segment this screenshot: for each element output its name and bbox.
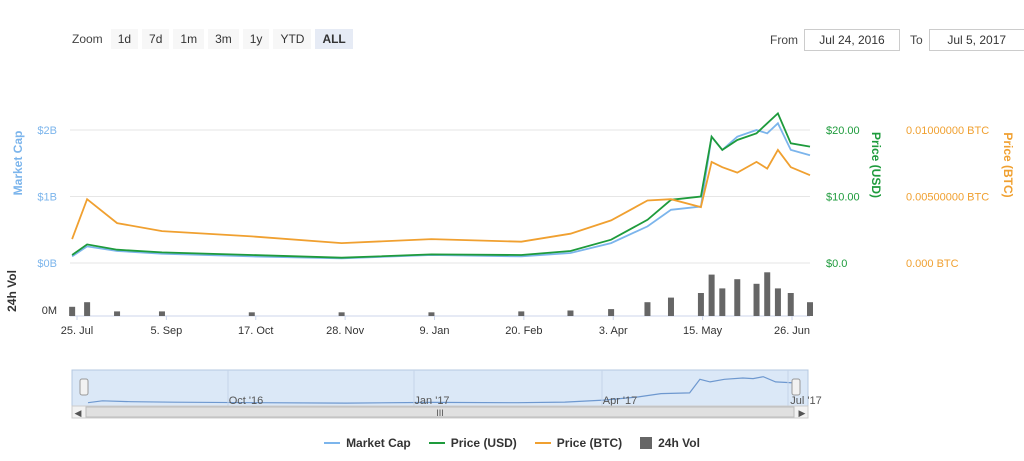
scroll-left-arrow-icon: ◀ — [75, 408, 82, 418]
to-date-input[interactable]: Jul 5, 2017 — [928, 29, 1024, 51]
navigator-label: Jan '17 — [414, 395, 449, 407]
legend-label: Market Cap — [346, 436, 411, 450]
legend-label: 24h Vol — [658, 436, 700, 450]
volume-tick-label: 0M — [42, 305, 57, 317]
price-usd-line — [71, 111, 811, 259]
x-tick-label: 17. Oct — [238, 325, 273, 337]
market-cap-tick-label: $2B — [37, 125, 57, 137]
volume-bar — [644, 302, 651, 316]
date-range: From Jul 24, 2016 To Jul 5, 2017 — [770, 29, 1024, 51]
price-btc-swatch — [534, 442, 551, 444]
x-tick-label: 15. May — [683, 325, 723, 337]
volume-bar — [428, 312, 435, 316]
legend-label: Price (BTC) — [556, 436, 623, 450]
from-date-input[interactable]: Jul 24, 2016 — [804, 29, 900, 51]
series-lines — [71, 111, 811, 260]
legend-label: Price (USD) — [450, 436, 517, 450]
volume-bar — [753, 283, 760, 316]
zoom-3m-button[interactable]: 3m — [208, 29, 239, 49]
navigator-label: Apr '17 — [603, 395, 638, 407]
navigator-handle — [791, 378, 801, 396]
zoom-1d-button[interactable]: 1d — [110, 29, 139, 49]
navigator-series-line — [87, 376, 795, 404]
market-cap-line — [71, 121, 811, 260]
from-label: From — [770, 33, 798, 47]
volume-axis-title: 24h Vol — [5, 270, 19, 312]
x-tick-label: 20. Feb — [505, 325, 542, 337]
x-tick-label: 26. Jun — [774, 325, 810, 337]
legend-item-price-btc[interactable]: Price (BTC) — [534, 436, 623, 450]
navigator[interactable]: Oct '16 Jan '17 Apr '17 Jul '17 III ◀ ▶ — [71, 369, 822, 419]
zoom-label: Zoom — [72, 32, 103, 46]
volume-bar — [719, 288, 726, 316]
zoom-1m-button[interactable]: 1m — [173, 29, 205, 49]
volume-bar — [697, 293, 704, 316]
volume-bar — [667, 297, 674, 316]
volume-swatch — [640, 437, 653, 449]
volume-bar — [764, 272, 771, 316]
x-tick-label: 9. Jan — [420, 325, 450, 337]
x-tick-label: 28. Nov — [326, 325, 364, 337]
volume-bar — [774, 288, 781, 316]
zoom-7d-button[interactable]: 7d — [142, 29, 170, 49]
price-usd-swatch — [428, 442, 445, 444]
price-usd-tick-label: $0.0 — [826, 258, 847, 270]
scroll-right-arrow-icon: ▶ — [799, 408, 806, 418]
market-cap-swatch — [324, 442, 341, 444]
price-btc-tick-label: 0.01000000 BTC — [906, 125, 989, 137]
volume-bars — [69, 272, 813, 316]
legend-item-price-usd[interactable]: Price (USD) — [428, 436, 517, 450]
navigator-selection — [71, 369, 809, 407]
price-btc-line — [71, 148, 811, 245]
volume-bar — [114, 311, 121, 316]
volume-bar — [567, 310, 574, 316]
zoom-all-button[interactable]: ALL — [315, 29, 353, 49]
legend-item-volume[interactable]: 24h Vol — [640, 436, 700, 450]
price-btc-tick-label: 0.000 BTC — [906, 258, 959, 270]
price-usd-tick-label: $10.00 — [826, 192, 860, 204]
market-cap-tick-label: $0B — [37, 258, 57, 270]
x-tick-label: 25. Jul — [61, 325, 93, 337]
scrollbar-thumb — [85, 406, 795, 418]
price-usd-axis-title: Price (USD) — [869, 132, 883, 198]
volume-bar — [158, 311, 165, 316]
volume-bar — [807, 302, 813, 316]
scrollbar-grip-icon: III — [436, 408, 444, 418]
volume-bar — [69, 306, 76, 316]
zoom-1y-button[interactable]: 1y — [242, 29, 270, 49]
price-btc-tick-label: 0.00500000 BTC — [906, 192, 989, 204]
to-label: To — [910, 33, 923, 47]
grid-lines — [70, 129, 810, 317]
x-tick-label: 3. Apr — [599, 325, 628, 337]
volume-bar — [518, 311, 525, 316]
legend: Market Cap Price (USD) Price (BTC) 24h V… — [0, 436, 1024, 450]
zoom-bar: Zoom 1d 7d 1m 3m 1y YTD ALL — [72, 29, 357, 49]
volume-bar — [708, 274, 715, 316]
market-cap-axis-title: Market Cap — [11, 131, 25, 196]
volume-bar — [734, 279, 741, 316]
price-btc-axis-title: Price (BTC) — [1001, 132, 1015, 197]
price-usd-tick-label: $20.00 — [826, 125, 860, 137]
x-tick-label: 5. Sep — [150, 325, 182, 337]
volume-bar — [608, 309, 615, 316]
navigator-handle — [79, 378, 89, 396]
market-cap-tick-label: $1B — [37, 192, 57, 204]
legend-item-market-cap[interactable]: Market Cap — [324, 436, 411, 450]
volume-bar — [787, 293, 794, 316]
volume-bar — [248, 312, 255, 316]
navigator-label: Oct '16 — [229, 395, 264, 407]
navigator-label: Jul '17 — [790, 395, 821, 407]
zoom-ytd-button[interactable]: YTD — [273, 29, 312, 49]
axis-labels: $0B $1B $2B Market Cap $0.0 $10.00 $20.00 Price… — [5, 125, 1015, 337]
volume-bar — [84, 302, 91, 316]
volume-bar — [338, 312, 345, 316]
